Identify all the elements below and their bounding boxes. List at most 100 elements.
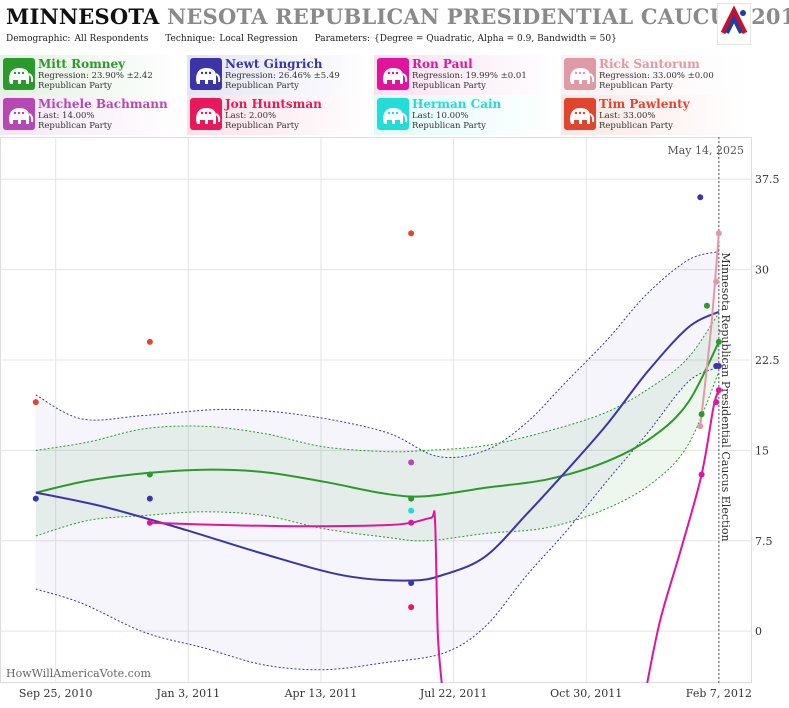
parameters-value: {Degree = Quadratic, Alpha = 0.9, Bandwi… <box>374 34 617 44</box>
candidate-party: Republican Party <box>412 81 486 91</box>
data-point <box>408 230 415 237</box>
data-point <box>713 399 720 406</box>
candidate-name: Mitt Romney <box>38 57 126 71</box>
candidate-card[interactable]: Tim Pawlenty Last: 33.00% Republican Party <box>561 95 748 135</box>
technique-value: Local Regression <box>219 34 298 44</box>
y-tick-label: 22.5 <box>755 354 780 367</box>
candidate-name: Herman Cain <box>412 97 502 111</box>
candidate-card[interactable]: Newt Gingrich Regression: 26.46% ±5.49 Rep… <box>187 55 374 95</box>
data-point <box>713 278 720 285</box>
title-rest: NESOTA REPUBLICAN PRESIDENTIAL CAUCUS 20… <box>167 4 789 29</box>
candidate-stat: Regression: 33.00% ±0.00 <box>599 71 714 81</box>
data-point <box>698 471 705 478</box>
candidate-stat: Last: 33.00% <box>599 111 656 121</box>
data-point <box>697 194 704 201</box>
data-point <box>146 519 153 526</box>
data-point <box>715 338 722 345</box>
candidate-stat: Regression: 19.99% ±0.01 <box>412 71 527 81</box>
candidate-card[interactable]: Ron Paul Regression: 19.99% ±0.01 Republic… <box>374 55 561 95</box>
confidence-band <box>35 251 719 670</box>
x-tick-label: Sep 25, 2010 <box>19 687 93 700</box>
flag-icon <box>717 3 751 45</box>
confidence-band <box>35 313 719 541</box>
data-point <box>146 471 153 478</box>
candidate-stat: Regression: 23.90% ±2.42 <box>38 71 153 81</box>
candidate-party: Republican Party <box>599 121 673 131</box>
candidate-party: Republican Party <box>225 81 299 91</box>
candidate-name: Newt Gingrich <box>225 57 323 71</box>
technique-label: Technique: <box>165 34 216 44</box>
y-tick-label: 0 <box>755 625 762 638</box>
chart-parameters: Demographic: All Respondents Technique: Lo… <box>6 34 631 44</box>
x-tick-label: Jan 3, 2011 <box>156 687 221 700</box>
page-header: MINNESOTA NESOTA REPUBLICAN PRESIDENTIAL… <box>0 0 789 48</box>
data-point <box>146 338 153 345</box>
data-point <box>32 399 39 406</box>
data-point <box>408 604 415 611</box>
candidate-stat: Last: 2.00% <box>225 111 277 121</box>
title-state: MINNESOTA <box>6 4 160 29</box>
y-tick-label: 30 <box>755 264 769 277</box>
candidate-party: Republican Party <box>599 81 673 91</box>
elephant-icon <box>3 98 35 130</box>
candidate-party: Republican Party <box>412 121 486 131</box>
data-point <box>32 495 39 502</box>
y-tick-label: 7.5 <box>755 535 773 548</box>
candidate-card[interactable]: Jon Huntsman Last: 2.00% Republican Party <box>187 95 374 135</box>
series-line <box>646 389 720 683</box>
band-upper-edge <box>35 251 719 459</box>
data-point <box>408 459 415 466</box>
event-label: Minnesota Republican Presidential Caucus… <box>719 252 732 541</box>
elephant-icon <box>564 58 596 90</box>
elephant-icon <box>377 98 409 130</box>
candidate-card[interactable]: Rick Santorum Regression: 33.00% ±0.00 Rep… <box>561 55 748 95</box>
data-point <box>715 387 722 394</box>
data-point <box>703 302 710 309</box>
candidate-party: Republican Party <box>225 121 299 131</box>
data-point <box>408 495 415 502</box>
candidate-stat: Last: 14.00% <box>38 111 95 121</box>
x-tick-label: Jul 22, 2011 <box>419 687 488 700</box>
candidate-name: Jon Huntsman <box>225 97 322 111</box>
watermark: HowWillAmericaVote.com <box>6 667 151 680</box>
demographic-value: All Respondents <box>74 34 149 44</box>
demographic-label: Demographic: <box>6 34 71 44</box>
series-line <box>35 310 720 582</box>
candidate-legend: Mitt Romney Regression: 23.90% ±2.42 Repub… <box>0 55 749 135</box>
data-point <box>408 579 415 586</box>
elephant-icon <box>564 98 596 130</box>
y-tick-label: 15 <box>755 444 769 457</box>
candidate-card[interactable]: Herman Cain Last: 10.00% Republican Party <box>374 95 561 135</box>
y-tick-label: 37.5 <box>755 173 780 186</box>
candidate-party: Republican Party <box>38 81 112 91</box>
data-point <box>697 423 704 430</box>
elephant-icon <box>190 58 222 90</box>
candidate-name: Ron Paul <box>412 57 473 71</box>
data-point <box>408 507 415 514</box>
x-tick-label: Feb 7, 2012 <box>686 687 752 700</box>
data-point <box>698 411 705 418</box>
candidate-name: Michele Bachmann <box>38 97 168 111</box>
candidate-card[interactable]: Mitt Romney Regression: 23.90% ±2.42 Repub… <box>0 55 187 95</box>
parameters-label: Parameters: <box>314 34 371 44</box>
band-lower-edge <box>35 366 720 671</box>
candidate-stat: Regression: 26.46% ±5.49 <box>225 71 340 81</box>
data-point <box>715 230 722 237</box>
series-line <box>699 233 720 427</box>
candidate-name: Rick Santorum <box>599 57 700 71</box>
elephant-icon <box>3 58 35 90</box>
candidate-card[interactable]: Michele Bachmann Last: 14.00% Republican P… <box>0 95 187 135</box>
today-label: May 14, 2025 <box>667 144 744 157</box>
band-lower-edge <box>35 371 720 542</box>
x-tick-label: Apr 13, 2011 <box>284 687 358 700</box>
data-point <box>408 519 415 526</box>
plot-area <box>0 137 752 683</box>
elephant-icon <box>377 58 409 90</box>
data-point <box>146 495 153 502</box>
poll-chart: 37.5 30 22.5 15 7.5 0 Sep 25, 2010 Jan 3, 2011 A… <box>0 137 789 704</box>
candidate-party: Republican Party <box>38 121 112 131</box>
page-title: MINNESOTA NESOTA REPUBLICAN PRESIDENTIAL… <box>6 4 789 29</box>
candidate-stat: Last: 10.00% <box>412 111 469 121</box>
band-upper-edge <box>35 312 720 453</box>
x-tick-label: Oct 30, 2011 <box>550 687 622 700</box>
